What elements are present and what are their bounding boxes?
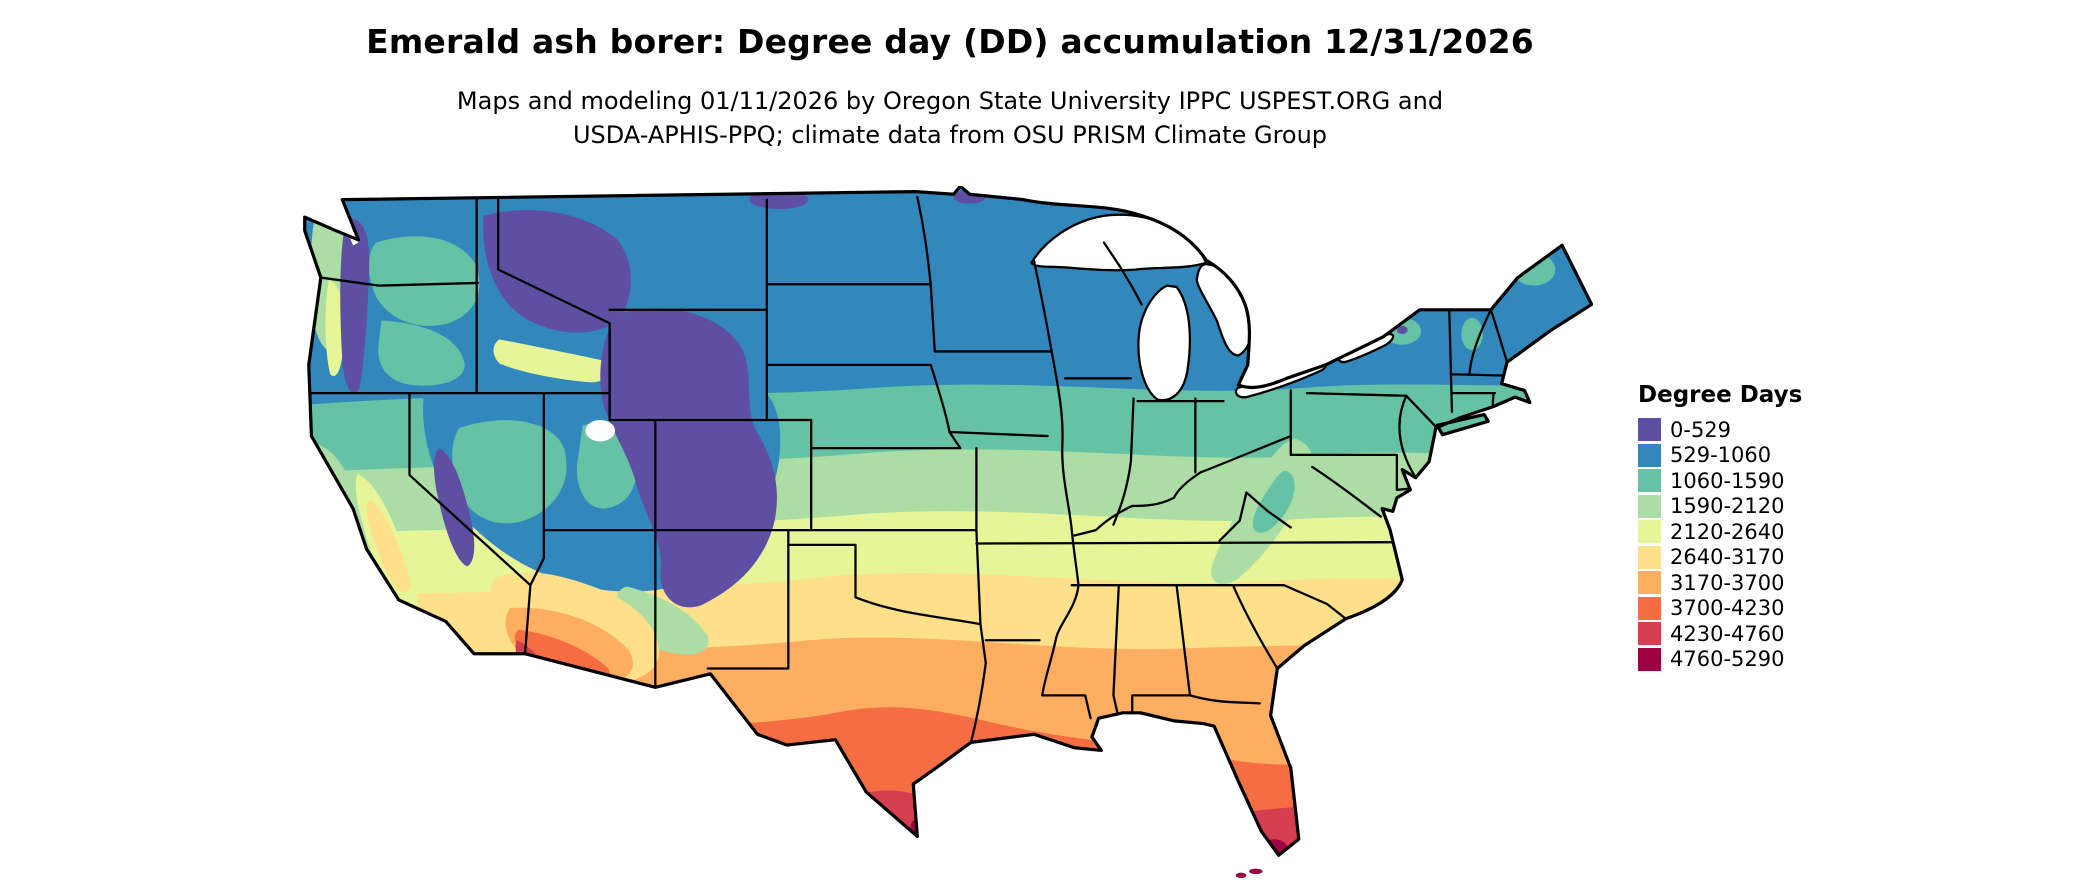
legend-title: Degree Days: [1638, 382, 1803, 408]
map-fill-layers: [304, 186, 1592, 856]
us-degree-day-map: [298, 184, 1594, 889]
region-appalachians-teal-core: [1252, 470, 1295, 533]
region-adirondacks-cold-spot: [1396, 325, 1408, 334]
region-willamette-valley: [325, 280, 344, 376]
state-border-lines-east: [1218, 308, 1510, 543]
legend-item: 529-1060: [1638, 443, 1802, 469]
state-borders: [307, 195, 1510, 744]
legend-item: 2120-2640: [1638, 519, 1802, 545]
florida-keys: [1235, 868, 1263, 879]
legend-item: 1060-1590: [1638, 468, 1802, 494]
keys-islet-2: [1235, 872, 1247, 879]
state-border-lines-midwest: [1033, 241, 1292, 537]
legend-label: 1060-1590: [1670, 468, 1785, 493]
region-north-maine: [1512, 253, 1556, 286]
legend-item: 1590-2120: [1638, 494, 1802, 520]
legend-label: 529-1060: [1670, 443, 1772, 468]
state-border-lines-south: [1041, 350, 1347, 720]
page-title: Emerald ash borer: Degree day (DD) accum…: [366, 22, 1534, 61]
region-central-valley-core: [366, 500, 411, 593]
legend-swatch: [1638, 469, 1661, 493]
legend-label: 3170-3700: [1670, 570, 1785, 595]
legend-swatch: [1638, 418, 1661, 442]
subtitle-line-2: USDA-APHIS-PPQ; climate data from OSU PR…: [572, 121, 1328, 149]
legend-items: 0-529 529-1060 1060-1590 1590-2120 2120-2640…: [1638, 417, 1802, 672]
legend-item: 2640-3170: [1638, 545, 1802, 571]
legend-item: 3700-4230: [1638, 596, 1802, 622]
legend-swatch: [1638, 571, 1661, 595]
national-outline: [303, 184, 1594, 857]
legend-label: 4760-5290: [1670, 647, 1785, 672]
legend-label: 3700-4230: [1670, 596, 1785, 621]
legend: Degree Days 0-529 529-1060 1060-1590 1590-2…: [1638, 382, 1802, 672]
state-border-lines-plains: [765, 195, 1400, 744]
region-sierra-purple: [434, 448, 475, 567]
legend-swatch: [1638, 494, 1661, 518]
region-columbia-plateau: [368, 236, 480, 326]
legend-swatch: [1638, 443, 1661, 467]
legend-label: 2640-3170: [1670, 545, 1785, 570]
legend-label: 1590-2120: [1670, 494, 1785, 519]
legend-label: 0-529: [1670, 417, 1732, 442]
legend-swatch: [1638, 520, 1661, 544]
band-3700-4230: [304, 707, 1592, 856]
map-west-overlays: [310, 190, 986, 685]
subtitle-line-1: Maps and modeling 01/11/2026 by Oregon S…: [456, 87, 1444, 115]
legend-swatch: [1638, 596, 1661, 620]
map-svg: [303, 184, 1594, 879]
region-central-rockies-purple: [600, 308, 777, 608]
subtitle-band: Maps and modeling 01/11/2026 by Oregon S…: [0, 84, 1900, 152]
legend-item: 3170-3700: [1638, 570, 1802, 596]
region-northern-rockies-purple: [483, 209, 631, 333]
great-salt-lake: [585, 419, 616, 442]
region-cascades-purple: [340, 218, 370, 394]
state-border-lines-west: [307, 198, 982, 689]
band-4230-4760: [304, 790, 1592, 856]
legend-swatch: [1638, 647, 1661, 671]
title-band: Emerald ash borer: Degree day (DD) accum…: [0, 22, 1900, 61]
legend-item: 4760-5290: [1638, 647, 1802, 673]
keys-islet-1: [1249, 868, 1263, 875]
legend-label: 4230-4760: [1670, 621, 1785, 646]
legend-swatch: [1638, 622, 1661, 646]
lake-michigan: [1137, 284, 1192, 402]
region-oregon-plateau: [378, 320, 465, 386]
legend-item: 4230-4760: [1638, 621, 1802, 647]
band-3170-3700: [304, 637, 1592, 856]
region-snake-river-plain: [493, 339, 610, 383]
legend-label: 2120-2640: [1670, 519, 1785, 544]
region-nevada-basins: [452, 420, 567, 524]
legend-item: 0-529: [1638, 417, 1802, 443]
legend-swatch: [1638, 545, 1661, 569]
lake-superior: [1030, 213, 1208, 272]
